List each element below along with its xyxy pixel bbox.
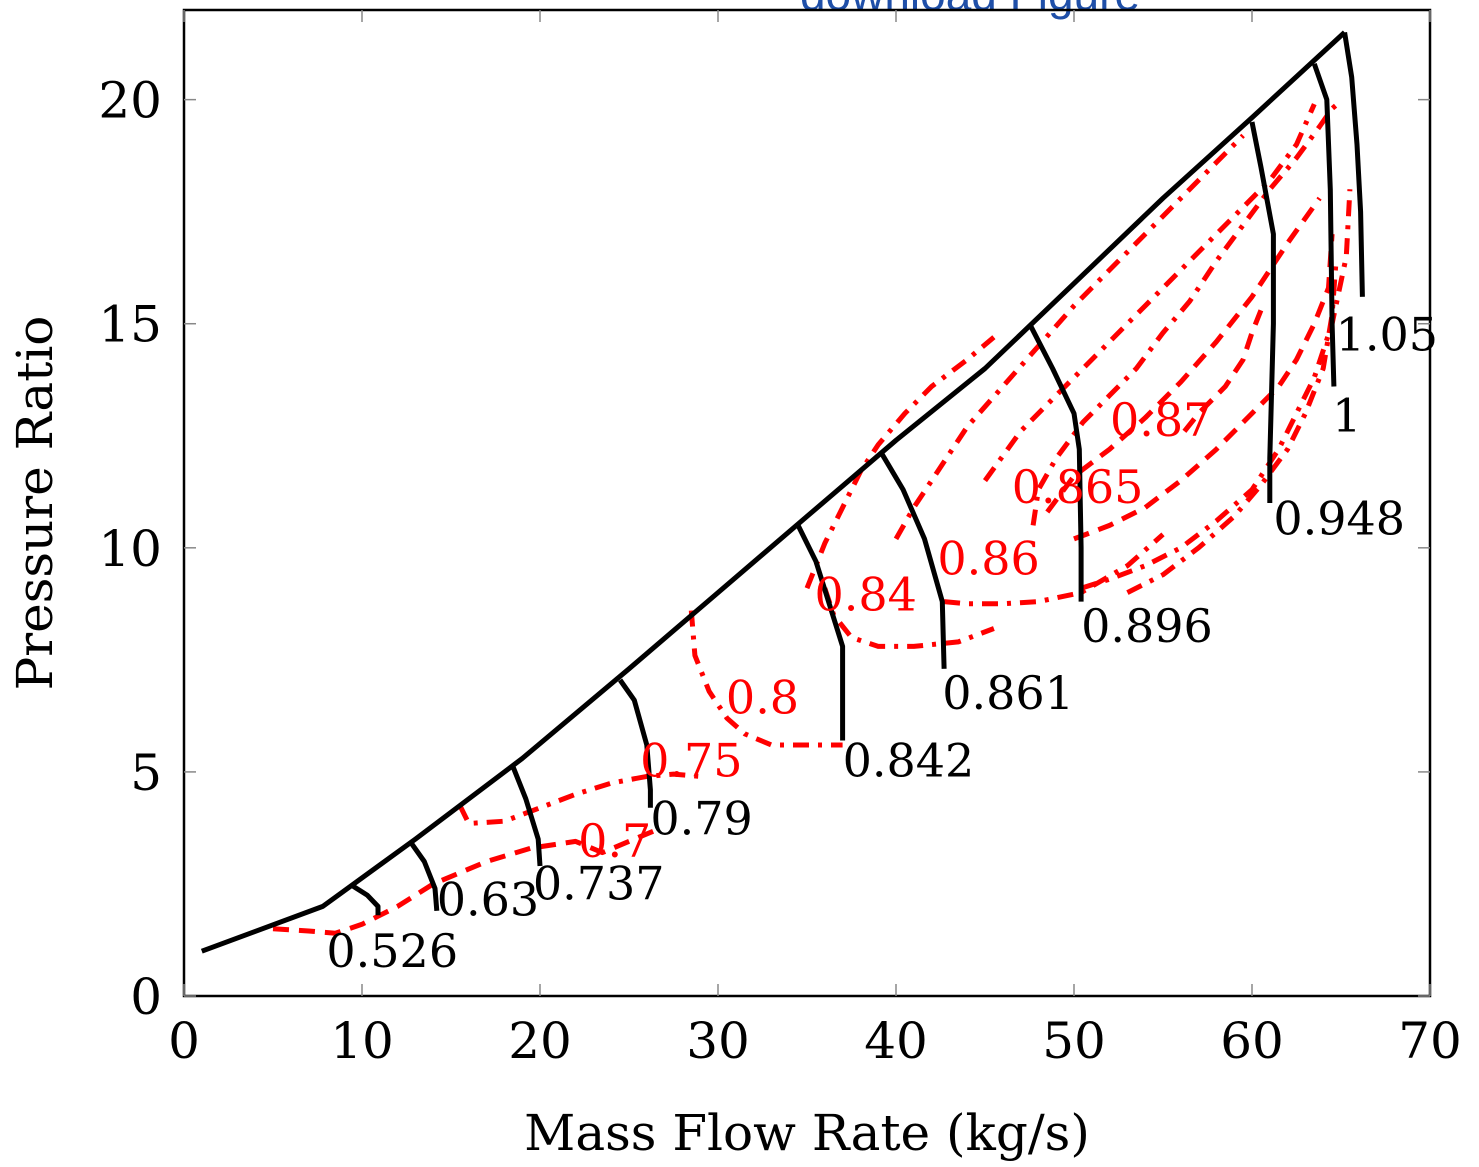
- speed-label: 0.896: [1081, 599, 1213, 653]
- speed-line: [879, 452, 947, 669]
- speed-label: 0.842: [843, 733, 975, 787]
- x-tick-label: 40: [864, 1012, 928, 1070]
- axes: 0 10 20 30 40 50 60 70 0 5 10 15 20: [98, 8, 1462, 1070]
- x-tick-label: 20: [508, 1012, 572, 1070]
- y-tick-label: 5: [130, 744, 162, 802]
- y-axis-label: Pressure Ratio: [6, 316, 64, 691]
- speed-label: 0.861: [942, 666, 1074, 720]
- speed-line: [1342, 32, 1365, 297]
- efficiency-label: 0.84: [815, 568, 917, 622]
- y-tick-label: 20: [98, 72, 162, 130]
- efficiency-contour: [1126, 265, 1339, 595]
- y-tick-label: 0: [130, 968, 162, 1026]
- y-tick-label: 15: [98, 296, 162, 354]
- surge-line: [200, 30, 1347, 954]
- x-tick-label: 50: [1042, 1012, 1106, 1070]
- speed-label: 0.737: [533, 857, 665, 911]
- efficiency-contour: [982, 103, 1317, 483]
- x-axis-label: Mass Flow Rate (kg/s): [524, 1104, 1090, 1162]
- y-axis-ticks: 0 5 10 15 20: [98, 72, 1430, 1026]
- speed-label: 1: [1332, 388, 1361, 442]
- efficiency-label: 0.8: [726, 671, 799, 725]
- x-axis-ticks: 0 10 20 30 40 50 60 70: [168, 10, 1462, 1070]
- speed-label: 0.63: [437, 872, 539, 926]
- efficiency-contour: [804, 335, 996, 590]
- speed-label: 0.526: [326, 924, 458, 978]
- speed-line: [408, 839, 440, 912]
- x-tick-label: 10: [330, 1012, 394, 1070]
- speed-line: [1027, 322, 1084, 602]
- plot-area: 0.7 0.75 0.8 0.84 0.86 0.865 0.87 0.5260.630.73…: [200, 30, 1438, 978]
- efficiency-contour: [1073, 233, 1335, 542]
- efficiency-contour: [943, 532, 1165, 607]
- x-tick-label: 0: [168, 1012, 200, 1070]
- efficiency-label: 0.865: [1012, 460, 1144, 514]
- plot-frame: [182, 8, 1432, 998]
- efficiency-label: 0.86: [937, 532, 1039, 586]
- y-tick-label: 10: [98, 520, 162, 578]
- speed-label: 1.05: [1336, 308, 1438, 362]
- speed-line: [1311, 62, 1337, 387]
- efficiency-contour: [272, 827, 657, 936]
- efficiency-label: 0.87: [1110, 393, 1212, 447]
- efficiency-contour: [688, 610, 843, 748]
- efficiency-label: 0.7: [578, 814, 651, 868]
- speed-line: [351, 884, 381, 916]
- speed-line: [1249, 121, 1276, 503]
- speed-label: 0.948: [1273, 491, 1405, 545]
- speed-line: [795, 524, 846, 741]
- speed-line: [618, 678, 653, 808]
- x-tick-label: 30: [686, 1012, 750, 1070]
- efficiency-contour: [1030, 102, 1340, 526]
- speed-line: [510, 766, 543, 867]
- x-tick-label: 60: [1220, 1012, 1284, 1070]
- speed-label: 0.79: [650, 792, 752, 846]
- efficiency-label: 0.75: [640, 733, 742, 787]
- x-tick-label: 70: [1398, 1012, 1462, 1070]
